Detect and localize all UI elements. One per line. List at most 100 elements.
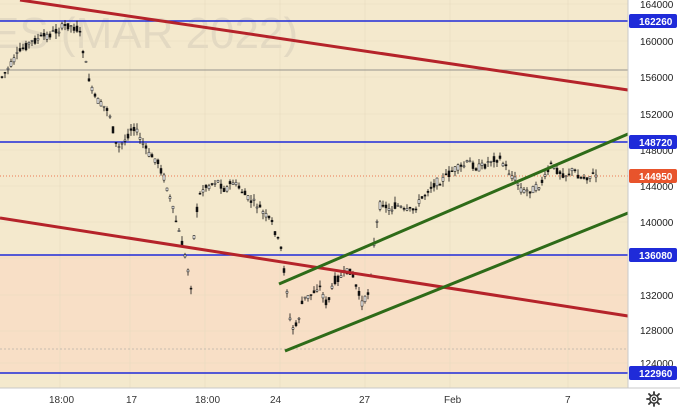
candle-body: [261, 211, 265, 214]
candle-body: [132, 126, 136, 132]
time-tick-label: 17: [126, 395, 138, 406]
candle-body: [438, 184, 442, 186]
candle-body: [456, 164, 460, 171]
candle-body: [573, 169, 577, 172]
candle-body: [561, 173, 565, 178]
candle-body: [156, 159, 160, 165]
candle-body: [360, 300, 364, 307]
candle-body: [489, 161, 493, 163]
candle-body: [366, 292, 370, 295]
candle-body: [534, 184, 538, 191]
price-badge-122960[interactable]: 122960: [629, 366, 677, 380]
time-axis[interactable]: 18:00 17 18:00 24 27 Feb 7: [49, 395, 571, 406]
candle-body: [57, 31, 61, 34]
candle-body: [84, 61, 88, 63]
candle-body: [576, 174, 580, 179]
candle-body: [480, 162, 484, 166]
channel-line-green-lower[interactable]: [284, 211, 629, 353]
candle-body: [504, 164, 508, 167]
candle-body: [129, 128, 133, 131]
candle-body: [3, 72, 7, 74]
current-price-badge[interactable]: 144950: [629, 169, 677, 183]
candle-body: [186, 269, 190, 273]
candle-body: [6, 67, 10, 70]
price-scale-background: [628, 0, 680, 388]
candle-body: [51, 30, 55, 32]
candle-body: [141, 143, 145, 145]
candle-body: [474, 168, 478, 171]
candle-body: [81, 51, 85, 54]
time-tick-label: Feb: [444, 395, 462, 406]
price-badge-label: 136080: [639, 251, 673, 262]
candle-body: [294, 322, 298, 327]
candle-body: [402, 208, 406, 210]
candle-body: [285, 291, 289, 294]
candle-body: [288, 317, 292, 320]
candle-body: [87, 78, 91, 82]
candle-body: [507, 173, 511, 176]
candlestick-series: [0, 20, 598, 335]
candle-body: [477, 163, 481, 172]
candle-body: [75, 25, 79, 32]
candle-body: [471, 162, 475, 169]
candle-body: [15, 52, 19, 54]
price-tick-label: 164000: [640, 0, 674, 11]
candle-body: [93, 93, 97, 97]
candle-body: [483, 164, 487, 169]
candle-body: [516, 183, 520, 186]
candle-body: [105, 108, 109, 111]
candle-body: [303, 296, 307, 299]
candle-body: [102, 105, 106, 108]
candle-body: [450, 170, 454, 173]
candle-body: [147, 151, 151, 157]
candle-body: [240, 191, 244, 194]
candle-body: [183, 254, 187, 258]
trendline-red-upper[interactable]: [19, 0, 629, 92]
candle-body: [249, 200, 253, 203]
candle-body: [243, 190, 247, 196]
candle-body: [390, 209, 394, 212]
price-axis[interactable]: 164000 160000 156000 152000 148000 14400…: [640, 0, 674, 370]
candle-body: [525, 189, 529, 192]
candle-body: [423, 194, 427, 197]
candle-body: [198, 192, 202, 195]
price-tick-label: 148000: [640, 146, 674, 157]
candle-body: [27, 41, 31, 45]
candle-body: [30, 40, 34, 42]
candle-body: [69, 25, 73, 27]
candle-body: [321, 294, 325, 299]
candle-body: [195, 206, 199, 213]
price-badge-136080[interactable]: 136080: [629, 248, 677, 262]
candle-body: [72, 26, 76, 31]
candle-body: [168, 196, 172, 199]
price-badge-162260[interactable]: 162260: [629, 14, 677, 28]
candle-body: [522, 189, 526, 193]
candle-body: [513, 176, 517, 181]
candle-body: [306, 295, 310, 299]
candle-body: [555, 167, 559, 174]
candle-body: [135, 128, 139, 133]
price-tick-label: 140000: [640, 218, 674, 229]
candle-body: [0, 76, 4, 78]
candle-body: [207, 185, 211, 189]
candle-body: [384, 204, 388, 209]
candle-body: [498, 155, 502, 159]
candle-body: [258, 204, 262, 208]
candle-body: [177, 230, 181, 232]
candle-body: [591, 172, 595, 174]
channel-line-green-upper[interactable]: [278, 132, 629, 286]
price-badge-148720[interactable]: 148720: [629, 135, 677, 149]
candle-body: [174, 220, 178, 223]
chart-settings-button[interactable]: [640, 388, 668, 410]
candle-body: [336, 275, 340, 282]
candle-body: [594, 174, 598, 178]
candle-body: [414, 208, 418, 211]
candle-body: [429, 186, 433, 189]
candle-body: [351, 274, 355, 278]
trendline-red-lower[interactable]: [0, 216, 629, 318]
candle-body: [54, 28, 58, 34]
candle-body: [114, 142, 118, 144]
candle-body: [216, 180, 220, 183]
